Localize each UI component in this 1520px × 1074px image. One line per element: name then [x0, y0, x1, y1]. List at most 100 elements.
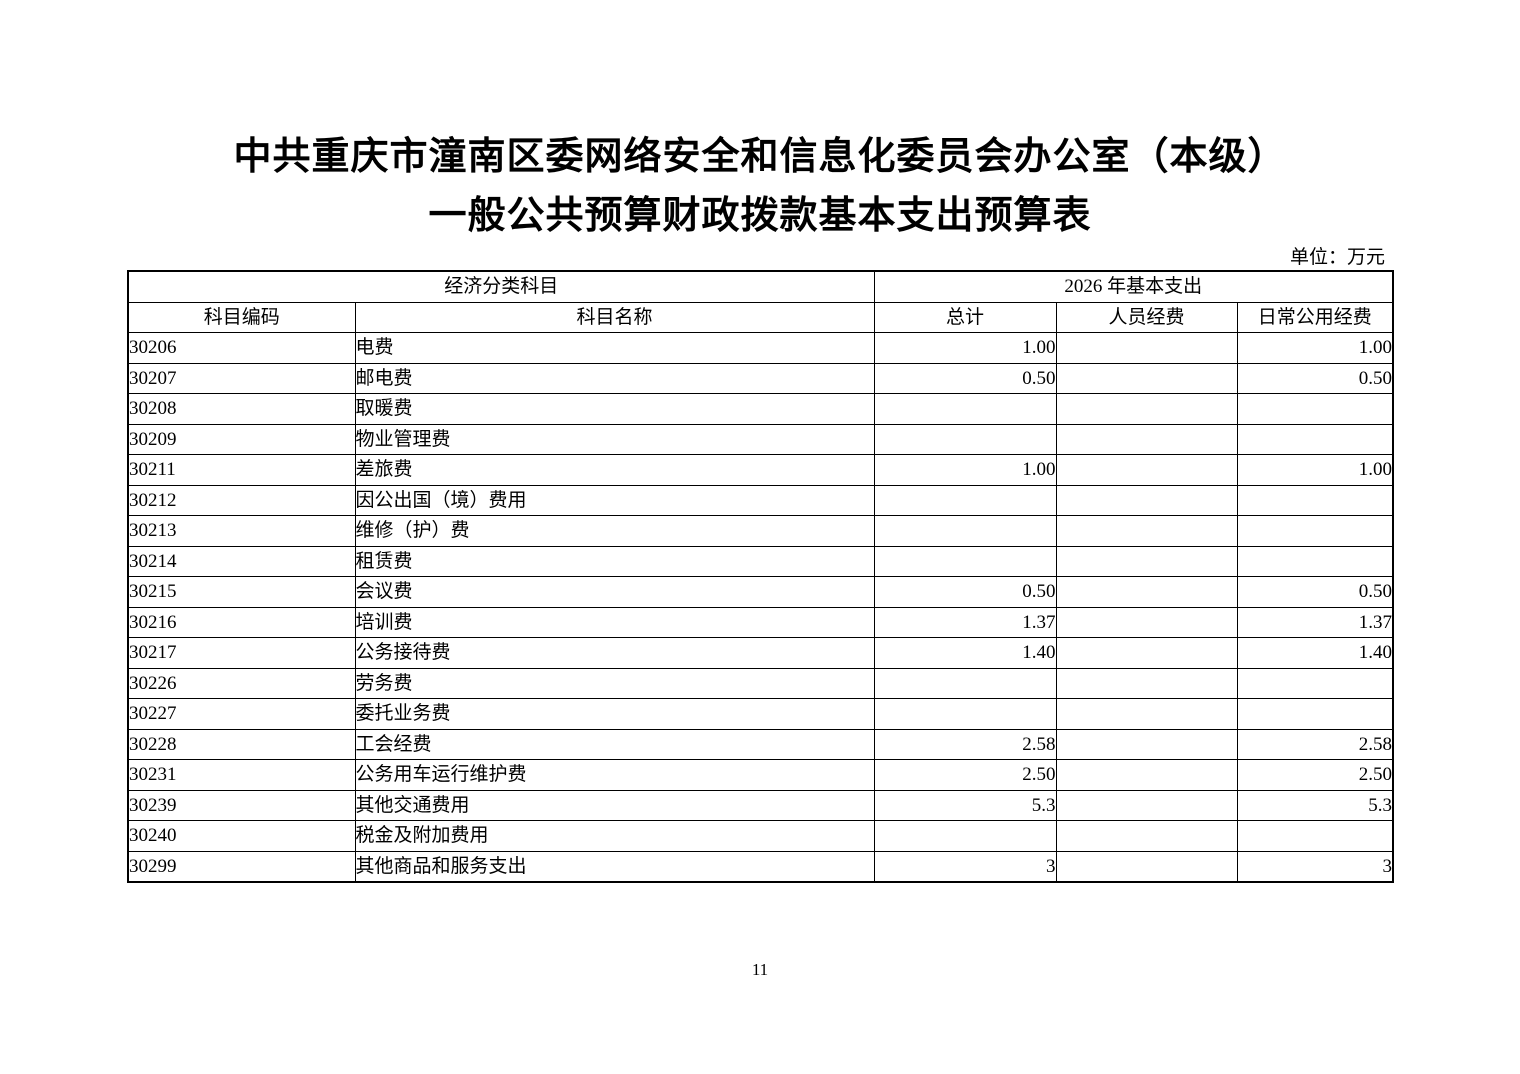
table-row: 30206 电费 1.00 1.00: [127, 332, 1394, 364]
subject-name-cell: 劳务费: [354, 667, 875, 699]
subject-code-cell: 30299: [127, 850, 356, 883]
daily-public-funds-cell: 3: [1236, 850, 1394, 883]
daily-public-funds-cell: 2.58: [1236, 728, 1394, 760]
personnel-funds-cell: [1055, 332, 1238, 364]
total-cell: [873, 698, 1057, 730]
personnel-funds-cell: [1055, 850, 1238, 883]
header-subject-name: 科目名称: [354, 301, 875, 333]
subject-code-cell: 30231: [127, 759, 356, 791]
title-line-2: 一般公共预算财政拨款基本支出预算表: [428, 195, 1092, 237]
personnel-funds-cell: [1055, 454, 1238, 486]
subject-name-cell: 邮电费: [354, 362, 875, 394]
daily-public-funds-cell: 1.00: [1236, 332, 1394, 364]
budget-table-body: 30206 电费 1.00 1.00 30207 邮电费 0.50 0.50 3…: [127, 332, 1394, 883]
daily-public-funds-cell: 1.40: [1236, 637, 1394, 669]
subject-name-cell: 公务接待费: [354, 637, 875, 669]
subject-name-cell: 差旅费: [354, 454, 875, 486]
total-cell: [873, 423, 1057, 455]
personnel-funds-cell: [1055, 698, 1238, 730]
daily-public-funds-cell: [1236, 423, 1394, 455]
table-row: 30213 维修（护）费: [127, 515, 1394, 547]
personnel-funds-cell: [1055, 820, 1238, 852]
daily-public-funds-cell: [1236, 820, 1394, 852]
document-title: 中共重庆市潼南区委网络安全和信息化委员会办公室（本级） 一般公共预算财政拨款基本…: [0, 128, 1520, 246]
personnel-funds-cell: [1055, 362, 1238, 394]
header-economic-category: 经济分类科目: [127, 270, 875, 303]
subject-code-cell: 30213: [127, 515, 356, 547]
total-cell: 1.00: [873, 332, 1057, 364]
table-row: 30209 物业管理费: [127, 423, 1394, 455]
total-cell: [873, 667, 1057, 699]
table-row: 30212 因公出国（境）费用: [127, 484, 1394, 516]
daily-public-funds-cell: 2.50: [1236, 759, 1394, 791]
table-row: 30240 税金及附加费用: [127, 820, 1394, 852]
subject-code-cell: 30208: [127, 393, 356, 425]
subject-code-cell: 30209: [127, 423, 356, 455]
table-row: 30216 培训费 1.37 1.37: [127, 606, 1394, 638]
table-row: 30227 委托业务费: [127, 698, 1394, 730]
personnel-funds-cell: [1055, 423, 1238, 455]
subject-name-cell: 租赁费: [354, 545, 875, 577]
personnel-funds-cell: [1055, 728, 1238, 760]
total-cell: 2.58: [873, 728, 1057, 760]
subject-name-cell: 会议费: [354, 576, 875, 608]
table-row: 30211 差旅费 1.00 1.00: [127, 454, 1394, 486]
subject-code-cell: 30240: [127, 820, 356, 852]
subject-code-cell: 30212: [127, 484, 356, 516]
subject-name-cell: 物业管理费: [354, 423, 875, 455]
subject-code-cell: 30226: [127, 667, 356, 699]
subject-name-cell: 工会经费: [354, 728, 875, 760]
total-cell: [873, 545, 1057, 577]
subject-name-cell: 税金及附加费用: [354, 820, 875, 852]
header-basic-expenditure-2026: 2026 年基本支出: [873, 270, 1394, 303]
table-row: 30207 邮电费 0.50 0.50: [127, 362, 1394, 394]
subject-code-cell: 30206: [127, 332, 356, 364]
personnel-funds-cell: [1055, 637, 1238, 669]
subject-code-cell: 30216: [127, 606, 356, 638]
daily-public-funds-cell: [1236, 515, 1394, 547]
header-columns-row: 科目编码 科目名称 总计 人员经费 日常公用经费: [127, 301, 1394, 333]
daily-public-funds-cell: [1236, 667, 1394, 699]
daily-public-funds-cell: 1.00: [1236, 454, 1394, 486]
table-row: 30226 劳务费: [127, 667, 1394, 699]
subject-name-cell: 取暖费: [354, 393, 875, 425]
daily-public-funds-cell: [1236, 698, 1394, 730]
personnel-funds-cell: [1055, 606, 1238, 638]
personnel-funds-cell: [1055, 484, 1238, 516]
subject-code-cell: 30215: [127, 576, 356, 608]
table-row: 30231 公务用车运行维护费 2.50 2.50: [127, 759, 1394, 791]
daily-public-funds-cell: [1236, 484, 1394, 516]
personnel-funds-cell: [1055, 393, 1238, 425]
subject-name-cell: 因公出国（境）费用: [354, 484, 875, 516]
table-row: 30239 其他交通费用 5.3 5.3: [127, 789, 1394, 821]
subject-name-cell: 电费: [354, 332, 875, 364]
header-total: 总计: [873, 301, 1057, 333]
subject-name-cell: 其他商品和服务支出: [354, 850, 875, 883]
budget-table: 经济分类科目 2026 年基本支出 科目编码 科目名称 总计 人员经费 日常公用…: [127, 270, 1395, 883]
table-row: 30217 公务接待费 1.40 1.40: [127, 637, 1394, 669]
header-subject-code: 科目编码: [127, 301, 356, 333]
personnel-funds-cell: [1055, 667, 1238, 699]
table-row: 30208 取暖费: [127, 393, 1394, 425]
total-cell: 2.50: [873, 759, 1057, 791]
header-personnel-funds: 人员经费: [1055, 301, 1238, 333]
subject-code-cell: 30228: [127, 728, 356, 760]
subject-name-cell: 公务用车运行维护费: [354, 759, 875, 791]
subject-name-cell: 其他交通费用: [354, 789, 875, 821]
personnel-funds-cell: [1055, 759, 1238, 791]
subject-name-cell: 维修（护）费: [354, 515, 875, 547]
total-cell: 5.3: [873, 789, 1057, 821]
total-cell: [873, 820, 1057, 852]
table-row: 30299 其他商品和服务支出 3 3: [127, 850, 1394, 883]
personnel-funds-cell: [1055, 789, 1238, 821]
daily-public-funds-cell: [1236, 545, 1394, 577]
total-cell: 3: [873, 850, 1057, 883]
total-cell: [873, 484, 1057, 516]
daily-public-funds-cell: [1236, 393, 1394, 425]
total-cell: 0.50: [873, 576, 1057, 608]
personnel-funds-cell: [1055, 576, 1238, 608]
total-cell: 0.50: [873, 362, 1057, 394]
total-cell: 1.00: [873, 454, 1057, 486]
personnel-funds-cell: [1055, 515, 1238, 547]
